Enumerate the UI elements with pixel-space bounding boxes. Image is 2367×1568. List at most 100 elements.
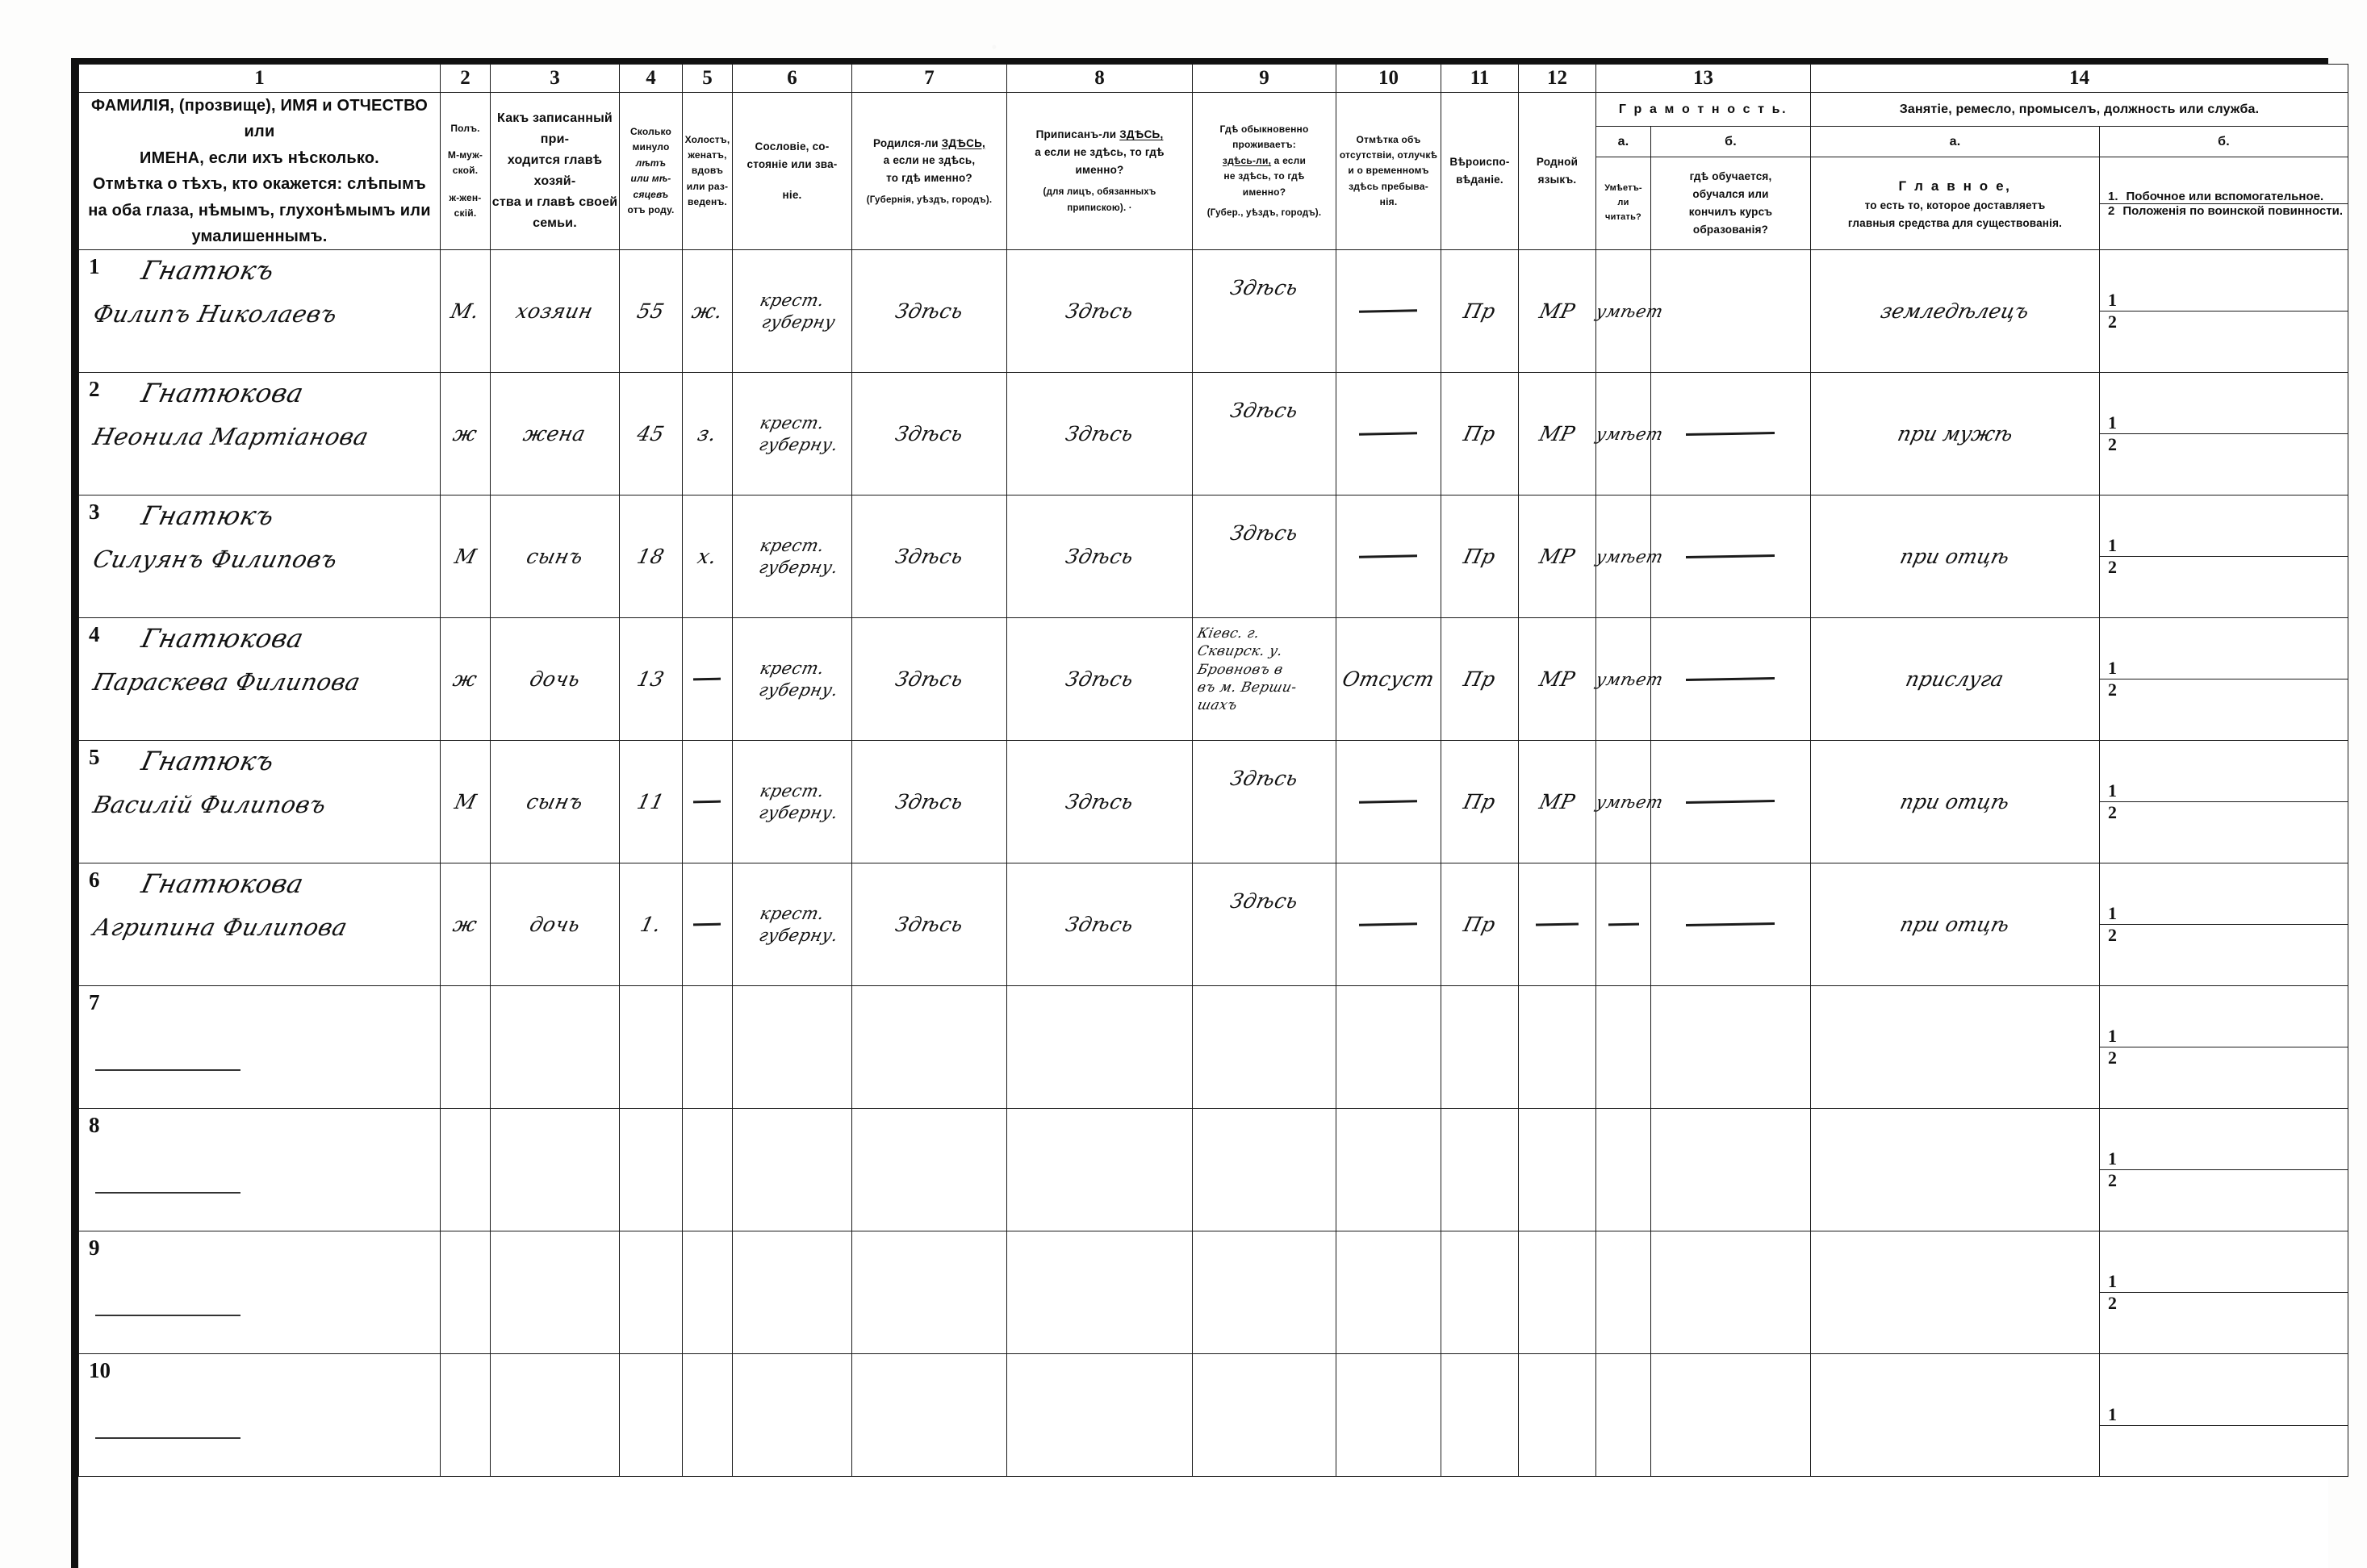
relation-cell[interactable] [490, 1231, 620, 1355]
table-row[interactable]: 6 Гнатюкова Агрипина Филипова ж дочь 1. крест.… [78, 863, 2348, 987]
literacy-read-cell[interactable]: умѣет [1594, 249, 1665, 374]
name-cell[interactable]: 10 [78, 1353, 441, 1478]
religion-cell[interactable]: Пр [1441, 495, 1519, 619]
language-cell[interactable]: МР [1518, 740, 1596, 864]
literacy-read-cell[interactable]: умѣет [1594, 617, 1665, 742]
estate-cell[interactable]: крест. губерну. [732, 372, 852, 496]
marital-cell[interactable]: х. [682, 495, 733, 619]
literacy-school-cell[interactable] [1650, 372, 1811, 496]
literacy-read-cell[interactable] [1595, 1353, 1651, 1478]
age-cell[interactable] [619, 1353, 683, 1478]
occupation-aux-cell[interactable]: 1 2 [2099, 495, 2348, 619]
sex-cell[interactable] [440, 1108, 491, 1232]
religion-cell[interactable] [1441, 1353, 1519, 1478]
name-cell[interactable]: 2 Гнатюкова Неонила Мартіанова [78, 372, 441, 496]
occupation-aux-cell[interactable]: 1 2 [2099, 740, 2348, 864]
occupation-main-cell[interactable] [1810, 1353, 2100, 1478]
relation-cell[interactable]: дочь [490, 617, 620, 742]
aux-slot-1[interactable]: 1 [2100, 1271, 2348, 1294]
occupation-main-cell[interactable]: при отцѣ [1810, 495, 2100, 619]
occupation-aux-cell[interactable]: 1 2 [2099, 372, 2348, 496]
language-cell[interactable] [1518, 985, 1596, 1110]
age-cell[interactable] [619, 985, 683, 1110]
occupation-aux-cell[interactable]: 1 2 [2099, 617, 2348, 742]
religion-cell[interactable]: Пр [1441, 863, 1519, 987]
language-cell[interactable] [1518, 863, 1596, 987]
aux-slot-2[interactable]: 2 [2100, 1047, 2348, 1068]
marital-cell[interactable] [682, 740, 733, 864]
absence-cell[interactable]: Отсуст [1336, 617, 1441, 742]
estate-cell[interactable]: крест. губерну [732, 249, 852, 374]
birthplace-cell[interactable]: Здѣсь [851, 249, 1007, 374]
occupation-main-cell[interactable] [1810, 1231, 2100, 1355]
literacy-read-cell[interactable]: умѣет [1594, 740, 1665, 864]
language-cell[interactable]: МР [1518, 617, 1596, 742]
age-cell[interactable]: 1. [619, 863, 683, 987]
birthplace-cell[interactable] [851, 1108, 1007, 1232]
registration-cell[interactable]: Здѣсь [1006, 495, 1193, 619]
occupation-aux-cell[interactable]: 1 2 [2099, 1108, 2348, 1232]
literacy-read-cell[interactable] [1595, 985, 1651, 1110]
occupation-aux-cell[interactable]: 1 2 [2099, 1231, 2348, 1355]
aux-slot-1[interactable]: 1 [2100, 903, 2348, 926]
registration-cell[interactable]: Здѣсь [1006, 740, 1193, 864]
table-row[interactable]: 4 Гнатюкова Параскева Филипова ж дочь 13 крест… [78, 617, 2348, 742]
occupation-aux-cell[interactable]: 1 2 [2099, 249, 2348, 374]
birthplace-cell[interactable]: Здѣсь [851, 863, 1007, 987]
literacy-read-cell[interactable] [1595, 1108, 1651, 1232]
marital-cell[interactable] [682, 617, 733, 742]
aux-slot-1[interactable]: 1 [2100, 1404, 2348, 1427]
sex-cell[interactable] [440, 1353, 491, 1478]
residence-cell[interactable]: Здѣсь [1192, 740, 1336, 864]
aux-slot-1[interactable]: 1 [2100, 535, 2348, 558]
table-row[interactable]: 7 1 2 [78, 985, 2348, 1110]
residence-cell[interactable]: Здѣсь [1192, 863, 1336, 987]
literacy-school-cell[interactable] [1650, 863, 1811, 987]
occupation-aux-cell[interactable]: 1 2 [2099, 985, 2348, 1110]
residence-cell[interactable]: Кіевс. г. Сквирск. у. Бровновъ в въ м. Верш… [1192, 617, 1336, 742]
relation-cell[interactable] [490, 1108, 620, 1232]
aux-slot-2[interactable]: 2 [2100, 802, 2348, 823]
literacy-school-cell[interactable] [1650, 617, 1811, 742]
table-row[interactable]: 9 1 2 [78, 1231, 2348, 1355]
religion-cell[interactable] [1441, 1108, 1519, 1232]
aux-slot-2[interactable]: 2 [2100, 557, 2348, 578]
sex-cell[interactable] [440, 985, 491, 1110]
name-cell[interactable]: 6 Гнатюкова Агрипина Филипова [78, 863, 441, 987]
estate-cell[interactable]: крест. губерну. [732, 863, 852, 987]
estate-cell[interactable]: крест. губерну. [732, 617, 852, 742]
aux-slot-2[interactable]: 2 [2100, 434, 2348, 455]
sex-cell[interactable]: ж [440, 372, 491, 496]
birthplace-cell[interactable] [851, 985, 1007, 1110]
residence-cell[interactable] [1192, 1353, 1336, 1478]
registration-cell[interactable] [1006, 1108, 1193, 1232]
registration-cell[interactable]: Здѣсь [1006, 617, 1193, 742]
religion-cell[interactable]: Пр [1441, 740, 1519, 864]
birthplace-cell[interactable] [851, 1231, 1007, 1355]
absence-cell[interactable] [1336, 1108, 1441, 1232]
relation-cell[interactable]: дочь [490, 863, 620, 987]
sex-cell[interactable]: М [440, 495, 491, 619]
age-cell[interactable]: 13 [619, 617, 683, 742]
absence-cell[interactable] [1336, 1353, 1441, 1478]
residence-cell[interactable] [1192, 985, 1336, 1110]
residence-cell[interactable]: Здѣсь [1192, 372, 1336, 496]
occupation-main-cell[interactable]: при отцѣ [1810, 740, 2100, 864]
registration-cell[interactable] [1006, 1231, 1193, 1355]
literacy-school-cell[interactable] [1650, 1353, 1811, 1478]
age-cell[interactable]: 45 [619, 372, 683, 496]
birthplace-cell[interactable]: Здѣсь [851, 495, 1007, 619]
literacy-read-cell[interactable] [1595, 863, 1651, 987]
occupation-aux-cell[interactable]: 1 2 [2099, 863, 2348, 987]
birthplace-cell[interactable] [851, 1353, 1007, 1478]
relation-cell[interactable]: хозяин [490, 249, 620, 374]
marital-cell[interactable]: ж. [682, 249, 733, 374]
aux-slot-2[interactable]: 2 [2100, 679, 2348, 700]
aux-slot-1[interactable]: 1 [2100, 658, 2348, 680]
literacy-school-cell[interactable] [1650, 495, 1811, 619]
occupation-main-cell[interactable]: при отцѣ [1810, 863, 2100, 987]
residence-cell[interactable] [1192, 1231, 1336, 1355]
occupation-main-cell[interactable]: земледѣлецъ [1810, 249, 2100, 374]
name-cell[interactable]: 1 Гнатюкъ Филипъ Николаевъ [78, 249, 441, 374]
